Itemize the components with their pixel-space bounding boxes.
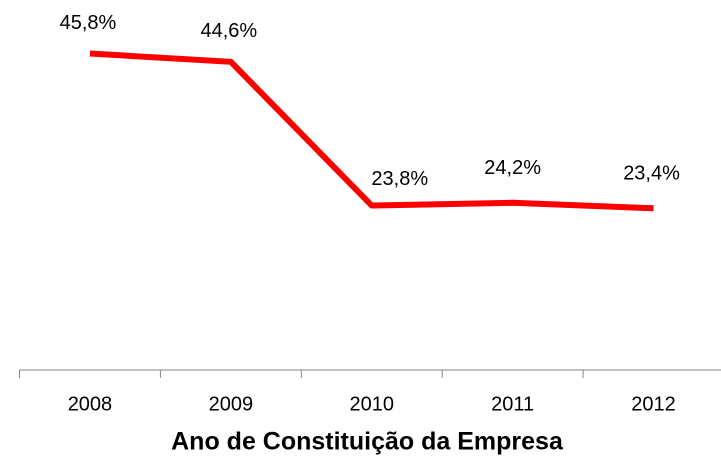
x-tick-label: 2009 (209, 393, 254, 415)
x-tick-label: 2011 (491, 393, 534, 415)
x-tick-label: 2012 (631, 393, 676, 415)
line (89, 50, 654, 212)
data-label: 45,8% (60, 12, 117, 34)
x-tick-label: 2008 (68, 393, 113, 415)
data-label: 23,4% (623, 163, 680, 185)
x-axis-title: Ano de Constituição da Empresa (171, 428, 564, 456)
x-tick-label: 2010 (350, 393, 395, 415)
data-label: 24,2% (484, 157, 541, 179)
data-label: 44,6% (200, 20, 257, 42)
data-label: 23,8% (371, 168, 428, 190)
